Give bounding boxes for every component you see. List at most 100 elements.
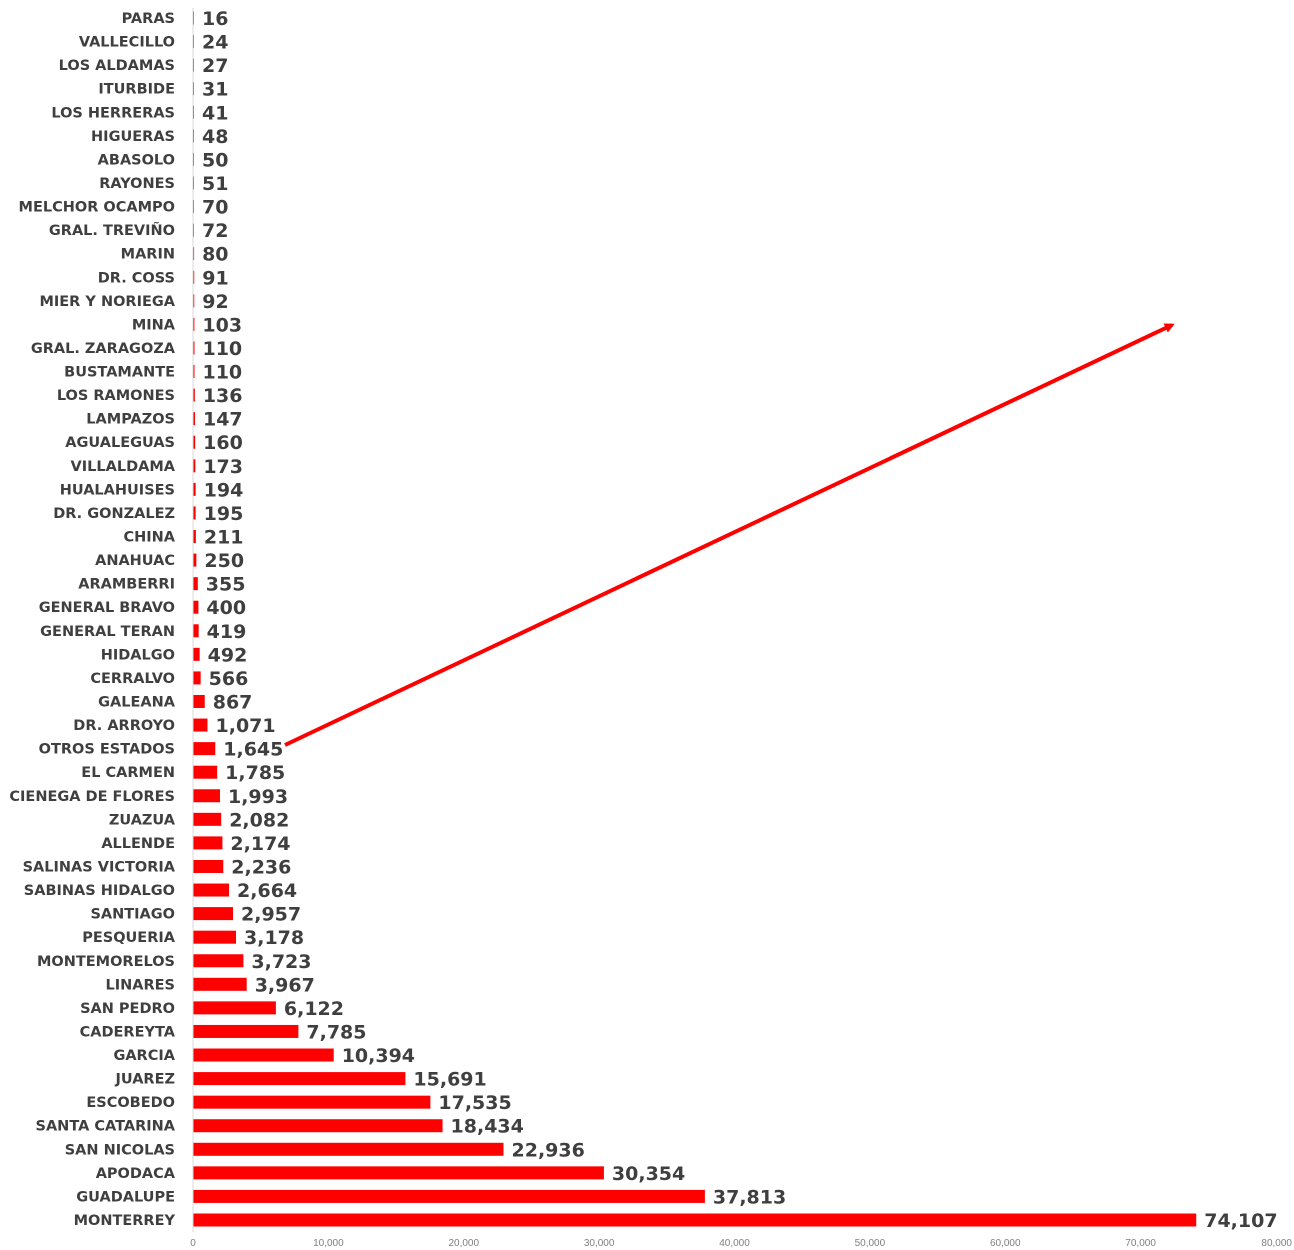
category-label: EL CARMEN [81,765,175,781]
tick-label: 10,000 [313,1238,344,1249]
category-label: SABINAS HIDALGO [24,883,175,899]
category-label: RAYONES [99,176,175,192]
value-axis-ticks: 0 10,000 20,000 30,000 40,000 50,000 60,000 70,… [190,1238,1292,1249]
category-label: DR. COSS [98,270,175,286]
data-label: 51 [202,173,228,195]
category-label: SANTIAGO [90,907,175,923]
bar [193,789,220,803]
data-label: 2,957 [241,904,301,926]
category-label: VILLALDAMA [71,459,176,475]
bar [193,1072,406,1086]
category-label: MONTERREY [74,1213,176,1229]
category-label: CERRALVO [90,671,175,687]
bar [193,883,230,897]
bar [193,718,208,732]
data-label: 37,813 [713,1186,786,1208]
data-label: 30,354 [612,1163,685,1185]
data-label: 355 [206,574,246,596]
tick-label: 70,000 [1125,1238,1156,1249]
data-label: 194 [204,479,244,501]
data-label: 419 [207,621,247,643]
tick-label: 0 [190,1238,196,1249]
category-label: HUALAHUISES [60,482,175,498]
category-label: ZUAZUA [109,812,176,828]
data-label: 7,785 [306,1021,366,1043]
bar [193,388,195,402]
category-label: GENERAL BRAVO [39,600,175,616]
tick-label: 50,000 [855,1238,886,1249]
category-label: GRAL. TREVIÑO [49,222,175,239]
category-label: LINARES [105,977,175,993]
tick-label: 60,000 [990,1238,1021,1249]
bar [193,930,237,944]
bar [193,812,222,826]
bar [193,317,195,331]
bar [193,954,244,968]
data-label: 80 [202,244,228,266]
category-label: HIGUERAS [91,129,175,145]
data-label: 1,993 [228,786,288,808]
data-label: 27 [202,55,228,77]
bar [193,694,205,708]
tick-label: 30,000 [584,1238,615,1249]
data-label: 400 [206,597,246,619]
category-label: SAN NICOLAS [65,1142,175,1158]
category-label: ARAMBERRI [78,577,175,593]
category-label: LAMPAZOS [86,412,175,428]
category-label: HIDALGO [101,647,175,663]
data-label: 70 [202,197,228,219]
category-label: SALINAS VICTORIA [23,859,176,875]
data-label: 1,071 [216,715,276,737]
category-label: GALEANA [98,694,176,710]
bar [193,977,247,991]
data-label: 136 [203,385,243,407]
category-label: MIER Y NORIEGA [39,294,175,310]
data-label: 566 [209,668,249,690]
bar [193,1001,276,1015]
category-label: OTROS ESTADOS [39,742,175,758]
bar [193,459,196,473]
category-label: MINA [132,317,176,333]
bar [193,294,195,308]
category-label: GRAL. ZARAGOZA [31,341,176,357]
bar [193,506,196,520]
data-label: 22,936 [512,1139,585,1161]
category-label: GARCIA [113,1048,175,1064]
data-label: 91 [202,267,228,289]
category-label: CIENEGA DE FLORES [9,789,175,805]
category-label: CADEREYTA [80,1024,176,1040]
category-label: GENERAL TERAN [40,624,175,640]
data-label: 31 [202,79,228,101]
data-label: 41 [202,102,228,124]
bar [193,1048,334,1062]
data-label: 2,174 [230,833,290,855]
data-label: 2,082 [229,809,289,831]
tick-label: 80,000 [1261,1238,1292,1249]
data-label: 110 [202,362,242,384]
data-label: 24 [202,32,228,54]
bar [193,1119,443,1133]
category-label: LOS RAMONES [57,388,175,404]
bar [193,1166,604,1180]
bar [193,365,195,379]
bar [193,600,199,614]
bar [193,270,195,284]
bar [193,247,195,261]
category-label: ESCOBEDO [86,1095,175,1111]
data-label: 50 [202,149,228,171]
annotation-arrow [284,323,1175,747]
bar [193,530,196,544]
data-label: 173 [203,456,243,478]
bar [193,647,200,661]
data-label: 110 [202,338,242,360]
category-label: ABASOLO [98,152,175,168]
data-label: 867 [213,691,253,713]
bar [193,765,218,779]
category-label: ANAHUAC [95,553,175,569]
data-label: 195 [204,503,244,525]
data-label: 160 [203,432,243,454]
category-label: PESQUERIA [82,930,176,946]
category-label: PARAS [122,11,175,27]
data-label: 492 [208,644,248,666]
category-labels: PARAS VALLECILLO LOS ALDAMAS ITURBIDE LOS HE… [9,11,175,1229]
